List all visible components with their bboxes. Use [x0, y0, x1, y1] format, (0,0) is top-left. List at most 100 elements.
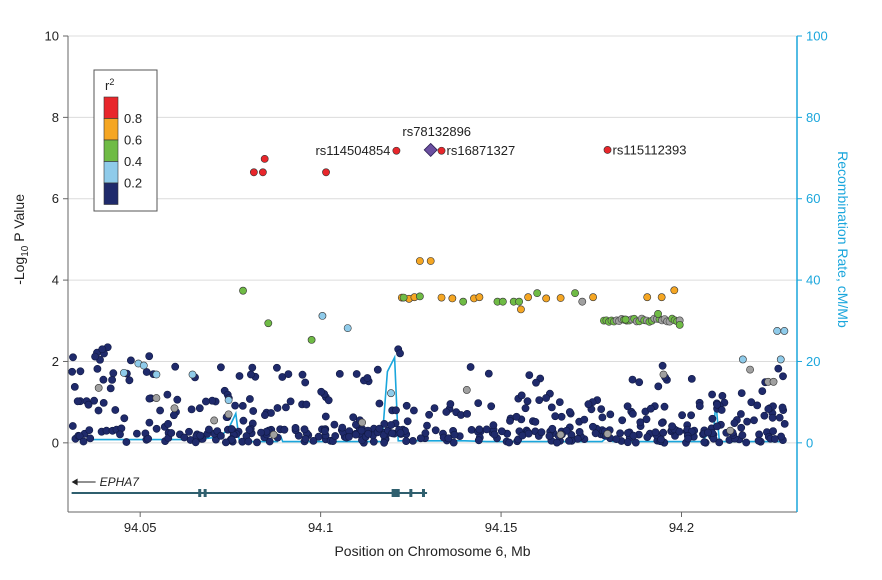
labeled-snps-layer: rs114504854 rs16871327 rs115112393 rs781328…	[315, 124, 686, 158]
navy-point	[116, 430, 124, 439]
gene-exon	[391, 489, 398, 497]
navy-point	[245, 425, 254, 434]
snp-point-gray	[603, 429, 612, 438]
navy-point	[302, 400, 311, 409]
navy-point	[281, 403, 290, 412]
navy-point	[524, 429, 533, 438]
y-tick-label-right: 60	[806, 191, 820, 206]
navy-point	[623, 402, 632, 411]
snp-point-green	[415, 292, 424, 301]
navy-point	[352, 370, 361, 378]
navy-point	[523, 397, 532, 406]
navy-point	[557, 412, 566, 421]
snp-point-orange	[524, 293, 533, 302]
snp-label: rs114504854	[315, 143, 390, 158]
navy-point	[392, 406, 400, 415]
legend: r2 0.8 0.6 0.4 0.2	[93, 69, 158, 212]
navy-point	[747, 398, 756, 407]
ylabel-left-post: P Value	[11, 194, 27, 246]
navy-point	[169, 411, 178, 420]
navy-point	[291, 423, 300, 432]
navy-point	[612, 435, 621, 443]
navy-point	[646, 404, 655, 413]
snp-point-lightblue	[139, 361, 148, 370]
navy-point	[195, 404, 204, 413]
navy-point	[474, 436, 483, 445]
navy-point	[555, 398, 564, 406]
navy-point	[512, 412, 521, 421]
y-tick-label-left: 2	[52, 354, 59, 369]
navy-point	[145, 352, 154, 361]
navy-point	[330, 420, 339, 429]
navy-point	[403, 417, 412, 426]
snp-point-gray	[358, 418, 367, 427]
navy-point	[779, 372, 787, 381]
navy-point	[238, 401, 247, 410]
navy-point	[300, 425, 309, 434]
navy-point	[597, 405, 606, 413]
legend-label: 0.4	[124, 154, 142, 169]
navy-point	[204, 425, 213, 434]
navy-point	[68, 422, 77, 430]
legend-swatch	[103, 182, 119, 205]
navy-point	[450, 430, 459, 439]
navy-point	[132, 429, 141, 438]
snp-point-gray	[462, 386, 471, 394]
snp-label: rs16871327	[447, 143, 516, 158]
navy-point	[505, 438, 514, 447]
snp-label: rs115112393	[613, 142, 687, 157]
snp-point-orange	[589, 293, 597, 302]
snp-point-gray	[224, 410, 233, 419]
navy-point	[106, 384, 115, 393]
x-tick-label: 94.05	[124, 520, 157, 535]
navy-point	[280, 425, 289, 434]
navy-point	[321, 412, 330, 421]
navy-point	[231, 401, 239, 410]
navy-point	[425, 410, 433, 419]
navy-point	[145, 394, 154, 403]
axis-titles: Position on Chromosome 6, Mb -Log10 P Val…	[11, 151, 851, 559]
navy-point	[753, 401, 762, 410]
navy-point	[580, 415, 589, 424]
navy-point	[659, 428, 668, 437]
y-tick-label-right: 80	[806, 110, 820, 125]
recombination-rate-line	[71, 354, 787, 443]
navy-point	[760, 411, 769, 420]
navy-point	[700, 438, 709, 447]
snp-point-gray	[769, 377, 778, 386]
green-band-layer	[600, 314, 684, 326]
navy-point	[239, 416, 248, 425]
navy-point	[345, 432, 353, 441]
snp-point-orange	[643, 293, 652, 302]
navy-point	[678, 411, 686, 420]
navy-point	[272, 363, 281, 372]
snp-point-green	[621, 315, 630, 324]
navy-point	[75, 432, 84, 440]
gene-exon	[409, 489, 413, 497]
y-tick-label-left: 4	[52, 273, 59, 288]
navy-point	[402, 401, 411, 410]
labeled-snp-point	[437, 146, 446, 155]
navy-point	[718, 391, 727, 400]
navy-point	[444, 434, 453, 443]
gene-exon	[198, 489, 202, 497]
navy-point	[216, 431, 225, 440]
navy-point	[575, 427, 584, 436]
lead-snp-label: rs78132896	[402, 124, 471, 139]
navy-point	[606, 410, 615, 419]
navy-point	[338, 423, 347, 432]
navy-point	[373, 365, 382, 374]
snp-point-lightblue	[738, 355, 747, 364]
navy-point	[396, 349, 404, 358]
navy-point	[521, 404, 530, 413]
legend-label: 0.8	[124, 111, 142, 126]
navy-point	[349, 413, 358, 422]
snp-point-gray	[170, 404, 179, 413]
navy-point	[525, 371, 534, 379]
navy-point	[144, 434, 152, 443]
navy-point	[754, 436, 763, 445]
navy-point	[380, 438, 388, 447]
navy-point	[584, 400, 593, 409]
navy-point	[324, 396, 333, 405]
